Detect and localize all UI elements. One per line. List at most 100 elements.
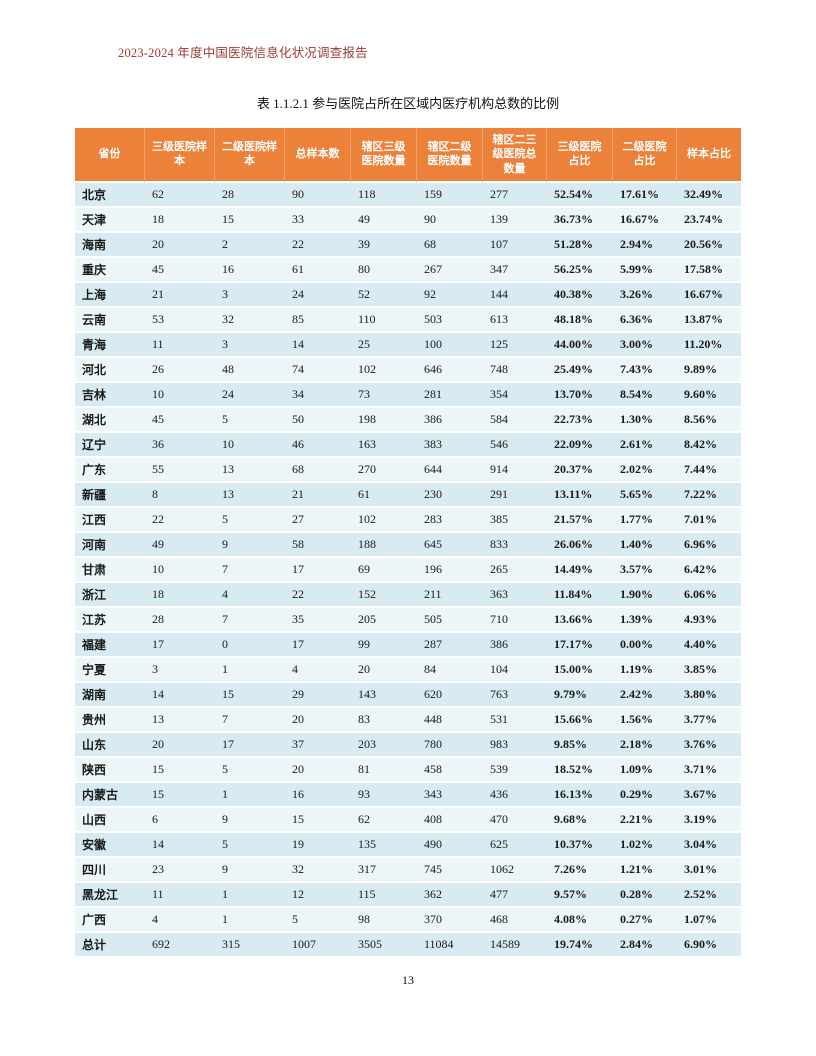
value-cell: 3 — [215, 332, 285, 358]
value-cell: 0.27% — [613, 907, 677, 933]
value-cell: 81 — [351, 757, 417, 783]
value-cell: 317 — [351, 857, 417, 883]
value-cell: 6.36% — [613, 307, 677, 333]
value-cell: 32 — [285, 857, 351, 883]
value-cell: 1 — [215, 882, 285, 908]
province-cell: 重庆 — [75, 257, 145, 283]
value-cell: 7.01% — [677, 507, 741, 533]
table-row: 广西 4 1 5 98 370 468 4.08% 0.27% 1.07% — [75, 907, 741, 933]
value-cell: 283 — [417, 507, 483, 533]
value-cell: 8.42% — [677, 432, 741, 458]
value-cell: 2.42% — [613, 682, 677, 708]
value-cell: 10 — [145, 382, 215, 408]
value-cell: 37 — [285, 732, 351, 758]
value-cell: 58 — [285, 532, 351, 558]
value-cell: 15 — [285, 807, 351, 833]
value-cell: 1.90% — [613, 582, 677, 608]
value-cell: 1.39% — [613, 607, 677, 633]
value-cell: 343 — [417, 782, 483, 808]
value-cell: 61 — [285, 257, 351, 283]
province-cell: 江西 — [75, 507, 145, 533]
province-cell: 甘肃 — [75, 557, 145, 583]
value-cell: 10.37% — [547, 832, 613, 858]
value-cell: 3.77% — [677, 707, 741, 733]
province-cell: 上海 — [75, 282, 145, 308]
value-cell: 3.67% — [677, 782, 741, 808]
value-cell: 6.90% — [677, 932, 741, 958]
value-cell: 15 — [215, 682, 285, 708]
province-cell: 新疆 — [75, 482, 145, 508]
value-cell: 14.49% — [547, 557, 613, 583]
value-cell: 39 — [351, 232, 417, 258]
value-cell: 584 — [483, 407, 547, 433]
value-cell: 19.74% — [547, 932, 613, 958]
value-cell: 780 — [417, 732, 483, 758]
value-cell: 9 — [215, 532, 285, 558]
value-cell: 144 — [483, 282, 547, 308]
value-cell: 3.85% — [677, 657, 741, 683]
value-cell: 18 — [145, 207, 215, 233]
province-cell: 海南 — [75, 232, 145, 258]
value-cell: 692 — [145, 932, 215, 958]
value-cell: 48.18% — [547, 307, 613, 333]
value-cell: 85 — [285, 307, 351, 333]
value-cell: 2.61% — [613, 432, 677, 458]
value-cell: 4.08% — [547, 907, 613, 933]
value-cell: 10 — [215, 432, 285, 458]
value-cell: 11.20% — [677, 332, 741, 358]
province-cell: 总计 — [75, 932, 145, 958]
value-cell: 107 — [483, 232, 547, 258]
value-cell: 265 — [483, 557, 547, 583]
value-cell: 20.37% — [547, 457, 613, 483]
table-row: 湖北 45 5 50 198 386 584 22.73% 1.30% 8.56% — [75, 407, 741, 433]
table-row: 浙江 18 4 22 152 211 363 11.84% 1.90% 6.06% — [75, 582, 741, 608]
column-header-7: 三级医院占比 — [547, 128, 613, 183]
table-row: 河南 49 9 58 188 645 833 26.06% 1.40% 6.96% — [75, 532, 741, 558]
value-cell: 3.76% — [677, 732, 741, 758]
value-cell: 4.40% — [677, 632, 741, 658]
value-cell: 19 — [285, 832, 351, 858]
value-cell: 20 — [285, 707, 351, 733]
table-row: 广东 55 13 68 270 644 914 20.37% 2.02% 7.44% — [75, 457, 741, 483]
value-cell: 230 — [417, 482, 483, 508]
value-cell: 3.00% — [613, 332, 677, 358]
value-cell: 7 — [215, 707, 285, 733]
table-row: 上海 21 3 24 52 92 144 40.38% 3.26% 16.67% — [75, 282, 741, 308]
column-header-0: 省份 — [75, 128, 145, 183]
value-cell: 21 — [145, 282, 215, 308]
value-cell: 1.30% — [613, 407, 677, 433]
value-cell: 3.04% — [677, 832, 741, 858]
table-row: 安徽 14 5 19 135 490 625 10.37% 1.02% 3.04% — [75, 832, 741, 858]
value-cell: 2.21% — [613, 807, 677, 833]
value-cell: 2.94% — [613, 232, 677, 258]
value-cell: 833 — [483, 532, 547, 558]
province-cell: 辽宁 — [75, 432, 145, 458]
value-cell: 646 — [417, 357, 483, 383]
value-cell: 152 — [351, 582, 417, 608]
value-cell: 11 — [145, 882, 215, 908]
value-cell: 15.00% — [547, 657, 613, 683]
value-cell: 470 — [483, 807, 547, 833]
value-cell: 3.57% — [613, 557, 677, 583]
value-cell: 163 — [351, 432, 417, 458]
value-cell: 3.01% — [677, 857, 741, 883]
value-cell: 17 — [285, 557, 351, 583]
value-cell: 102 — [351, 507, 417, 533]
value-cell: 645 — [417, 532, 483, 558]
value-cell: 211 — [417, 582, 483, 608]
value-cell: 50 — [285, 407, 351, 433]
table-row: 山东 20 17 37 203 780 983 9.85% 2.18% 3.76% — [75, 732, 741, 758]
value-cell: 13 — [215, 482, 285, 508]
value-cell: 1 — [215, 907, 285, 933]
value-cell: 104 — [483, 657, 547, 683]
province-cell: 天津 — [75, 207, 145, 233]
table-row: 总计 692 315 1007 3505 11084 14589 19.74% 2.84% 6.9… — [75, 932, 741, 958]
value-cell: 386 — [417, 407, 483, 433]
table-row: 黑龙江 11 1 12 115 362 477 9.57% 0.28% 2.52% — [75, 882, 741, 908]
value-cell: 386 — [483, 632, 547, 658]
value-cell: 9.57% — [547, 882, 613, 908]
value-cell: 135 — [351, 832, 417, 858]
value-cell: 1.19% — [613, 657, 677, 683]
province-cell: 河北 — [75, 357, 145, 383]
